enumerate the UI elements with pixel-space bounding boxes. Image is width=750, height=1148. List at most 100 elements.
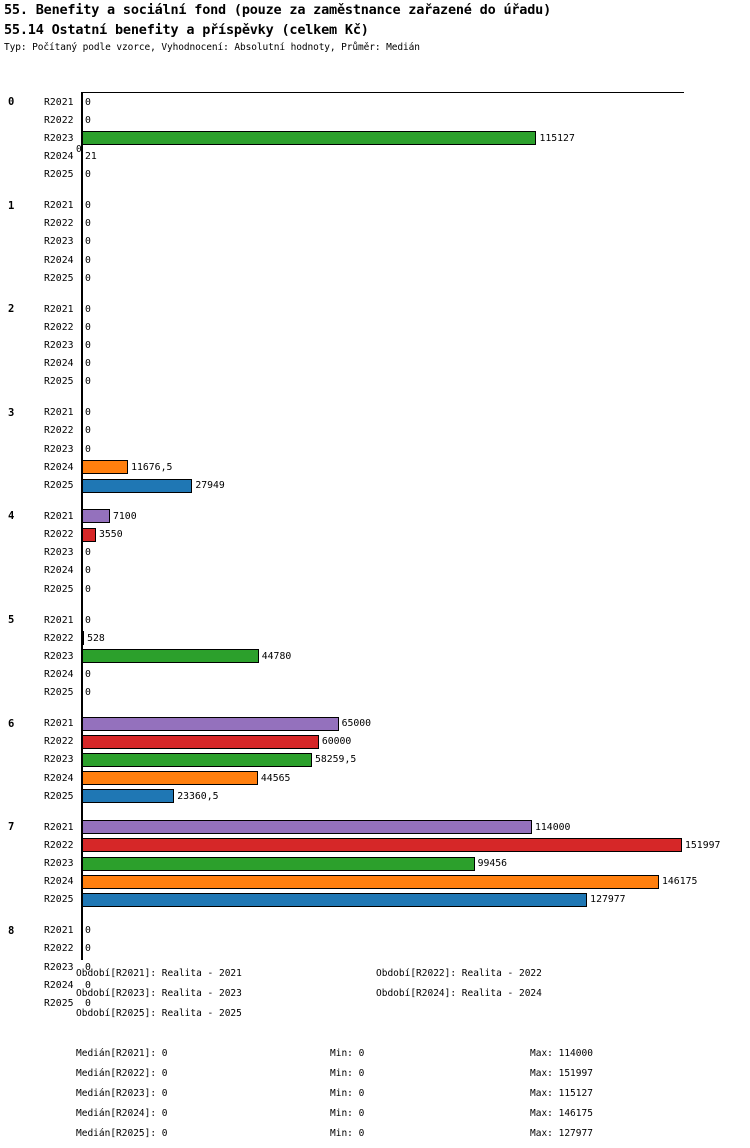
- bar-row-label: R2024: [44, 461, 74, 473]
- legend-row: Období[R2025]: Realita - 2025: [0, 1008, 750, 1028]
- bar-group-index: 5: [8, 614, 15, 626]
- bar-row: R2023 44780: [0, 647, 750, 665]
- bar-value-label: 0: [85, 614, 91, 626]
- median-value: Medián[R2023]: 0: [76, 1088, 168, 1099]
- bar[interactable]: [82, 771, 258, 786]
- bar-value-label: 27949: [195, 480, 225, 492]
- bar[interactable]: [82, 734, 319, 749]
- bar-row: R2021 0: [0, 922, 750, 940]
- bar-row: R2024 44565: [0, 769, 750, 787]
- bar-row: R2021 0: [0, 611, 750, 629]
- bar[interactable]: [82, 752, 312, 767]
- bar[interactable]: [82, 856, 475, 871]
- bar-value-label: 528: [87, 632, 105, 644]
- bar-value-label: 127977: [590, 894, 626, 906]
- bar-row-label: R2021: [44, 614, 74, 626]
- bar-row-label: R2023: [44, 754, 74, 766]
- bar[interactable]: [82, 527, 96, 542]
- bar-row-label: R2025: [44, 998, 74, 1010]
- legend-entry: Období[R2021]: Realita - 2021: [76, 968, 242, 979]
- legend-row: Období[R2023]: Realita - 2023 Období[R202…: [0, 988, 750, 1008]
- bar-group-index: 8: [8, 924, 15, 937]
- legend: Období[R2021]: Realita - 2021 Období[R202…: [0, 968, 750, 1028]
- bar-row-label: R2022: [44, 321, 74, 333]
- bar-row: R2022 0: [0, 940, 750, 958]
- bar-row-label: R2022: [44, 736, 74, 748]
- bar[interactable]: [82, 460, 129, 475]
- bar-group-index: 2: [8, 303, 15, 316]
- bar-row: R2023 0: [0, 440, 750, 458]
- bar-value-label: 151997: [685, 839, 721, 851]
- bar[interactable]: [82, 789, 175, 804]
- bar-row-label: R2024: [44, 876, 74, 888]
- bar-row: R2022 0: [0, 215, 750, 233]
- bar-row: R2021 7100: [0, 507, 750, 525]
- plot-top-border: [81, 92, 684, 93]
- bar-value-label: 7100: [113, 510, 137, 522]
- bar-row-label: R2025: [44, 169, 74, 181]
- bar[interactable]: [82, 838, 682, 853]
- bar-group-index: 7: [8, 821, 15, 834]
- bar-row-label: R2023: [44, 443, 74, 455]
- bar[interactable]: [82, 820, 532, 835]
- bar-row: R2023 115127: [0, 129, 750, 147]
- bar-row: R2024 0: [0, 976, 750, 994]
- legend-entry: Období[R2023]: Realita - 2023: [76, 988, 242, 999]
- bar-value-label: 0: [85, 547, 91, 559]
- statistics-row: Medián[R2022]: 0 Min: 0 Max: 151997: [0, 1068, 750, 1088]
- bar-group-index: 1: [8, 199, 15, 212]
- bar-row: R2021 0: [0, 300, 750, 318]
- bar[interactable]: [82, 874, 660, 889]
- legend-entry: Období[R2025]: Realita - 2025: [76, 1008, 242, 1019]
- bar-value-label: 0: [85, 218, 91, 230]
- bar-value-label: 0: [85, 96, 91, 108]
- bar-value-label: 0: [85, 272, 91, 284]
- bar-row-label: R2025: [44, 376, 74, 388]
- bar-value-label: 0: [85, 254, 91, 266]
- bar-group: 0 R2021 0 R2022 0 R2023 115127 R2024 21 R2025 0: [0, 93, 750, 184]
- chart-title-primary: 55. Benefity a sociální fond (pouze za z…: [4, 2, 552, 18]
- bar-group: 6 R2021 65000 R2022 60000 R2023 58259,5 R2024 44…: [0, 715, 750, 806]
- bar-row: R2021 0: [0, 197, 750, 215]
- bar-value-label: 0: [85, 114, 91, 126]
- bar[interactable]: [82, 892, 588, 907]
- bar-value-label: 0: [85, 998, 91, 1010]
- bar-row-label: R2025: [44, 272, 74, 284]
- legend-entry: Období[R2024]: Realita - 2024: [376, 988, 542, 999]
- bar-value-label: 44565: [260, 772, 291, 784]
- bar-row: R2025 0: [0, 269, 750, 287]
- bar-row: R2024 0: [0, 355, 750, 373]
- bar[interactable]: [82, 478, 193, 493]
- max-value: Max: 115127: [530, 1088, 593, 1099]
- chart-header: 55. Benefity a sociální fond (pouze za z…: [4, 0, 551, 55]
- bar-row-label: R2022: [44, 839, 74, 851]
- bar-row-label: R2021: [44, 510, 74, 522]
- min-value: Min: 0: [330, 1088, 365, 1099]
- bar-value-label: 0: [85, 340, 91, 352]
- bar-row-label: R2023: [44, 547, 74, 559]
- bar-row-label: R2023: [44, 132, 74, 144]
- bar-value-label: 146175: [662, 876, 698, 888]
- bar[interactable]: [82, 649, 259, 664]
- bar-row-label: R2023: [44, 340, 74, 352]
- statistics-row: Medián[R2024]: 0 Min: 0 Max: 146175: [0, 1108, 750, 1128]
- statistics-row: Medián[R2021]: 0 Min: 0 Max: 114000: [0, 1048, 750, 1068]
- bar-row: R2023 0: [0, 337, 750, 355]
- bar-row: R2022 0: [0, 422, 750, 440]
- bar-row: R2024 21: [0, 148, 750, 166]
- bar-row: R2023 0: [0, 233, 750, 251]
- bar-row-label: R2024: [44, 772, 74, 784]
- bar-group-index: 3: [8, 406, 15, 419]
- bar-row-label: R2021: [44, 303, 74, 315]
- bar-row: R2022 528: [0, 629, 750, 647]
- bar-row-label: R2022: [44, 529, 74, 541]
- min-value: Min: 0: [330, 1128, 365, 1139]
- bar-row-label: R2022: [44, 632, 74, 644]
- bar-row-label: R2025: [44, 790, 74, 802]
- bar[interactable]: [82, 716, 339, 731]
- bar[interactable]: [82, 509, 111, 524]
- bar[interactable]: [82, 631, 85, 646]
- bar-row-label: R2021: [44, 925, 74, 937]
- bar-row: R2024 0: [0, 251, 750, 269]
- bar[interactable]: [82, 131, 537, 146]
